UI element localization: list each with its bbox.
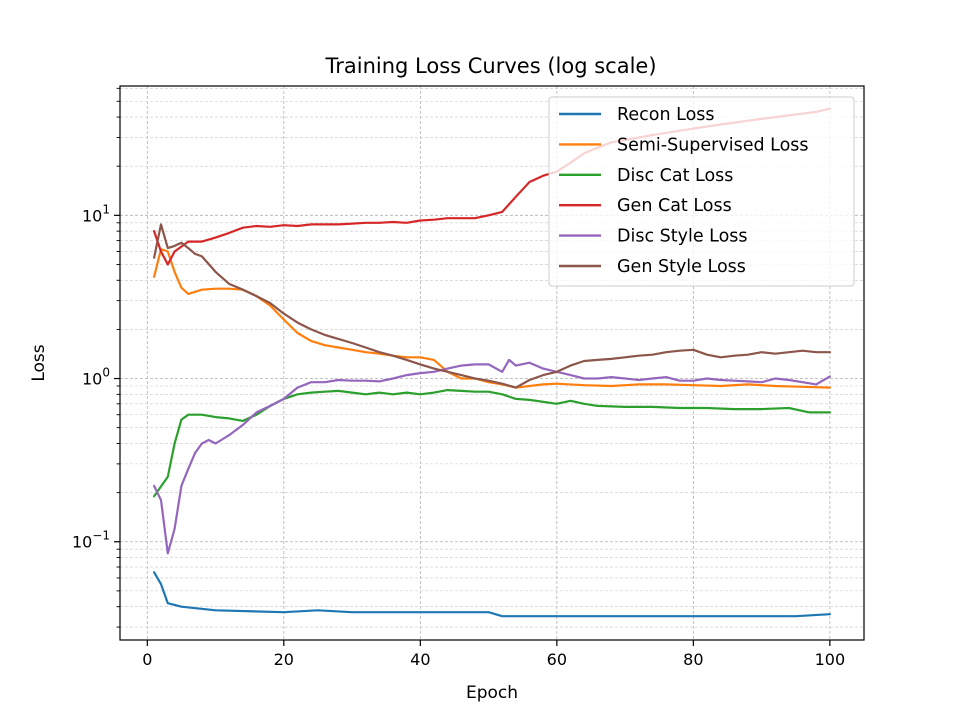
x-tick-label: 80 <box>683 650 703 669</box>
x-tick-label: 20 <box>274 650 294 669</box>
legend-box <box>548 96 855 287</box>
legend-label: Recon Loss <box>617 105 715 125</box>
x-tick-label: 60 <box>547 650 567 669</box>
legend: Recon Loss Semi-Supervised Loss Disc Cat L… <box>548 96 855 287</box>
series-line-4 <box>153 358 832 555</box>
y-tick-label: 10−1 <box>72 529 110 552</box>
legend-label: Gen Cat Loss <box>617 196 732 216</box>
y-tick-label: 101 <box>82 202 110 225</box>
x-axis-label: Epoch <box>466 683 518 703</box>
series-line-1 <box>153 248 832 389</box>
axis-ticks: 0 20 40 60 80 100 10−1 100 101 <box>72 87 846 669</box>
legend-label: Gen Style Loss <box>617 257 746 277</box>
x-tick-label: 40 <box>410 650 430 669</box>
series-line-2 <box>153 389 832 498</box>
series-line-0 <box>153 571 832 618</box>
series-line-5 <box>153 223 832 389</box>
plot-frame <box>119 85 865 641</box>
legend-label: Disc Style Loss <box>617 227 748 247</box>
x-tick-label: 100 <box>815 650 846 669</box>
legend-label: Semi-Supervised Loss <box>617 135 809 155</box>
legend-label: Disc Cat Loss <box>617 166 733 186</box>
chart-title: Training Loss Curves (log scale) <box>324 54 656 78</box>
y-tick-label: 100 <box>82 366 110 389</box>
y-axis-label: Loss <box>29 344 49 381</box>
x-tick-label: 0 <box>142 650 152 669</box>
